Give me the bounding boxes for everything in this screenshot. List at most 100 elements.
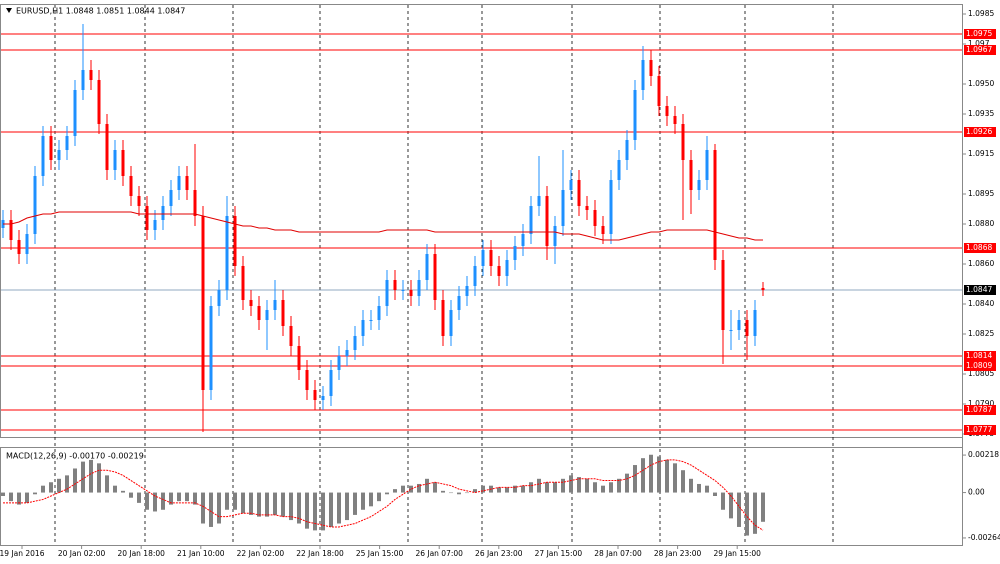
x-tick-label: 22 Jan 02:00 <box>237 549 285 558</box>
candle-body <box>401 290 405 291</box>
x-tick-label: 28 Jan 23:00 <box>654 549 702 558</box>
candle-body <box>633 90 637 140</box>
macd-bar <box>233 492 237 510</box>
candle-body <box>361 320 365 336</box>
macd-bar <box>465 492 469 494</box>
macd-bar <box>273 492 277 515</box>
macd-bar <box>641 458 645 493</box>
macd-bar <box>441 490 445 493</box>
macd-bar <box>649 454 653 493</box>
candle-body <box>641 60 645 90</box>
macd-bar <box>209 492 213 527</box>
macd-bar <box>321 492 325 531</box>
candle-body <box>393 280 397 290</box>
candle-body <box>289 326 293 346</box>
candle-body <box>9 220 13 240</box>
macd-bar <box>585 478 589 493</box>
macd-bar <box>249 492 253 515</box>
x-tick-label: 29 Jan 15:00 <box>713 549 761 558</box>
macd-bar <box>457 492 461 495</box>
macd-bar <box>337 492 341 524</box>
level-label: 1.0868 <box>966 243 992 252</box>
macd-bar <box>601 485 605 493</box>
macd-bar <box>281 492 285 517</box>
candle-body <box>65 136 69 150</box>
candle-body <box>521 234 525 246</box>
candle-body <box>729 330 733 331</box>
candle-body <box>81 70 85 90</box>
candle-body <box>353 336 357 350</box>
candle-body <box>473 266 477 286</box>
candle-body <box>593 210 597 226</box>
candle-body <box>249 300 253 306</box>
macd-bar <box>33 492 37 495</box>
macd-bar <box>577 477 581 493</box>
macd-bar <box>409 485 413 493</box>
macd-bar <box>137 492 141 503</box>
candle-body <box>425 254 429 280</box>
candle-body <box>297 346 301 370</box>
symbol-menu-icon[interactable] <box>6 8 12 13</box>
y-tick-label: 1.0895 <box>968 189 994 198</box>
candle-body <box>609 180 613 234</box>
level-label: 1.0809 <box>966 361 992 370</box>
macd-bar <box>673 463 677 493</box>
candle-body <box>201 216 205 390</box>
level-label-bg <box>964 29 996 39</box>
level-label: 1.0814 <box>966 351 992 360</box>
candle-body <box>105 124 109 170</box>
candle-body <box>369 320 373 321</box>
candle-body <box>433 254 437 300</box>
macd-bar <box>65 475 69 493</box>
macd-bar <box>9 492 13 502</box>
candle-body <box>225 216 229 290</box>
candle-body <box>657 76 661 106</box>
candle-body <box>113 150 117 170</box>
candle-body <box>169 190 173 206</box>
level-label: 1.0787 <box>966 405 992 414</box>
macd-bar <box>313 492 317 531</box>
current-price-bg <box>964 285 996 295</box>
candle-body <box>481 250 485 266</box>
macd-bar <box>377 492 381 502</box>
macd-bar <box>705 485 709 493</box>
macd-bar <box>217 492 221 524</box>
candle-body <box>265 310 269 320</box>
macd-bar <box>505 487 509 493</box>
y-tick-label: 0.00218 <box>968 450 999 459</box>
macd-bar <box>713 492 717 496</box>
level-label: 1.0975 <box>966 29 992 38</box>
macd-bar <box>473 489 477 493</box>
x-tick-label: 20 Jan 02:00 <box>58 549 106 558</box>
candle-body <box>89 70 93 80</box>
macd-bar <box>369 492 373 507</box>
candle-body <box>673 116 677 124</box>
candle-body <box>233 216 237 266</box>
macd-bar <box>417 483 421 493</box>
candle-body <box>569 180 573 190</box>
macd-bar <box>697 483 701 493</box>
macd-bar <box>537 478 541 493</box>
macd-bar <box>633 465 637 493</box>
candle-body <box>561 190 565 226</box>
candle-body <box>737 320 741 330</box>
macd-bar <box>153 492 157 512</box>
candle-body <box>385 280 389 306</box>
macd-bar <box>753 492 757 534</box>
x-tick-label: 25 Jan 15:00 <box>356 549 404 558</box>
macd-bar <box>41 485 45 493</box>
macd-bar <box>665 459 669 493</box>
macd-bar <box>401 485 405 493</box>
macd-bar <box>689 478 693 493</box>
macd-bar <box>121 490 125 493</box>
macd-bar <box>625 473 629 493</box>
macd-bar <box>721 492 725 510</box>
y-tick-label: 0.00 <box>968 488 985 497</box>
macd-bar <box>745 492 749 536</box>
candle-body <box>689 160 693 190</box>
macd-bar <box>449 492 453 494</box>
macd-bar <box>49 482 53 493</box>
macd-bar <box>497 487 501 493</box>
candle-body <box>753 310 757 336</box>
level-label: 1.0777 <box>966 425 992 434</box>
